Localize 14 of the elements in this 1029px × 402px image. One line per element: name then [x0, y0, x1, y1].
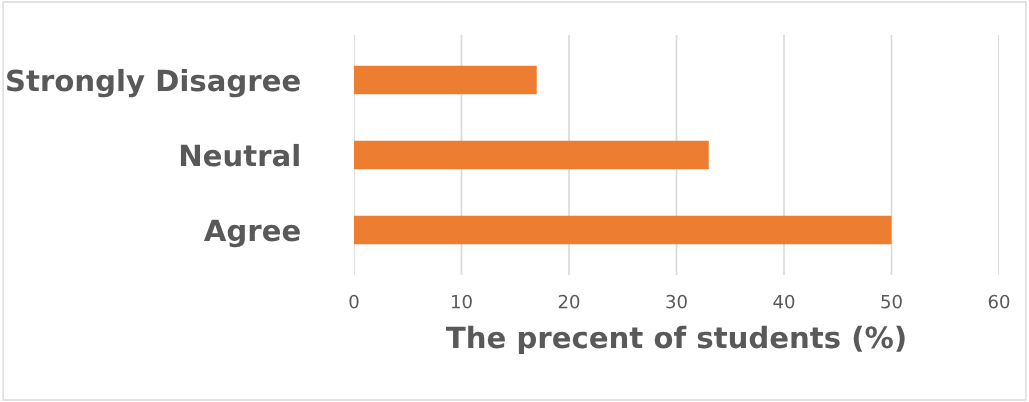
y-tick-label: Strongly Disagree — [7, 68, 300, 98]
x-tick-label: 10 — [452, 294, 472, 309]
x-tick-label: 50 — [881, 294, 902, 309]
x-tick-label: 60 — [988, 294, 1010, 309]
bar — [354, 65, 537, 95]
x-tick-label: 20 — [558, 294, 580, 309]
x-tick-label: 0 — [349, 294, 359, 309]
x-tick-label: 30 — [666, 294, 687, 309]
bar — [354, 140, 709, 170]
bar — [354, 215, 892, 245]
x-tick-label: 40 — [773, 294, 795, 309]
y-tick-label: Neutral — [180, 143, 299, 167]
x-axis-title: The precent of students (%) — [446, 325, 905, 355]
y-tick-label: Agree — [203, 219, 300, 248]
